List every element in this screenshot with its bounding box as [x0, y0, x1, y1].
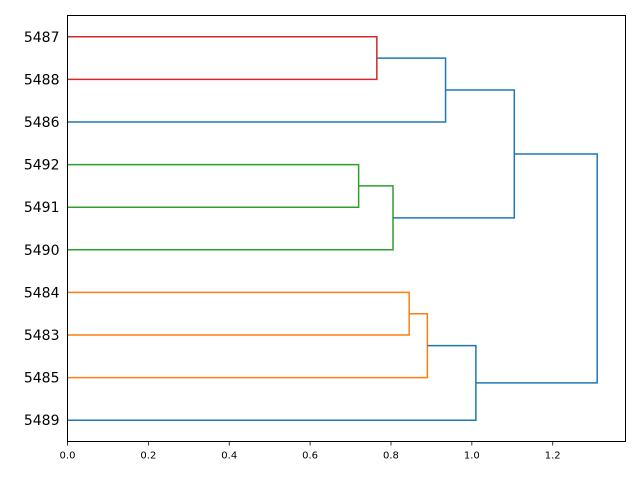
dendrogram-link — [475, 153, 598, 384]
leaf-label: 5483 — [24, 328, 60, 344]
leaf-label: 5485 — [24, 371, 60, 387]
leaf-label: 5489 — [24, 413, 60, 429]
x-tick-label: 1.0 — [464, 451, 480, 462]
x-tick-label: 0.0 — [60, 451, 76, 462]
leaf-label: 5490 — [24, 243, 60, 259]
x-tick-label: 0.8 — [383, 451, 399, 462]
leaf-label: 5488 — [24, 72, 60, 88]
dendrogram-links — [67, 36, 598, 421]
leaf-label: 5492 — [24, 158, 60, 174]
x-tick-label: 1.2 — [545, 451, 561, 462]
leaf-label: 5491 — [24, 200, 60, 216]
leaf-label: 5487 — [24, 30, 60, 46]
leaf-label: 5486 — [24, 115, 60, 131]
x-tick-label: 0.2 — [140, 451, 156, 462]
x-tick-label: 0.6 — [302, 451, 318, 462]
x-tick-label: 0.4 — [221, 451, 237, 462]
leaf-label: 5484 — [24, 285, 60, 301]
plot-frame — [67, 15, 626, 442]
x-axis-ticks: 0.0 0.2 0.4 0.6 0.8 1.0 1.2 — [60, 441, 561, 462]
leaf-labels: 5487 5488 5486 5492 5491 5490 5484 5483 5485 5489 — [24, 30, 60, 429]
